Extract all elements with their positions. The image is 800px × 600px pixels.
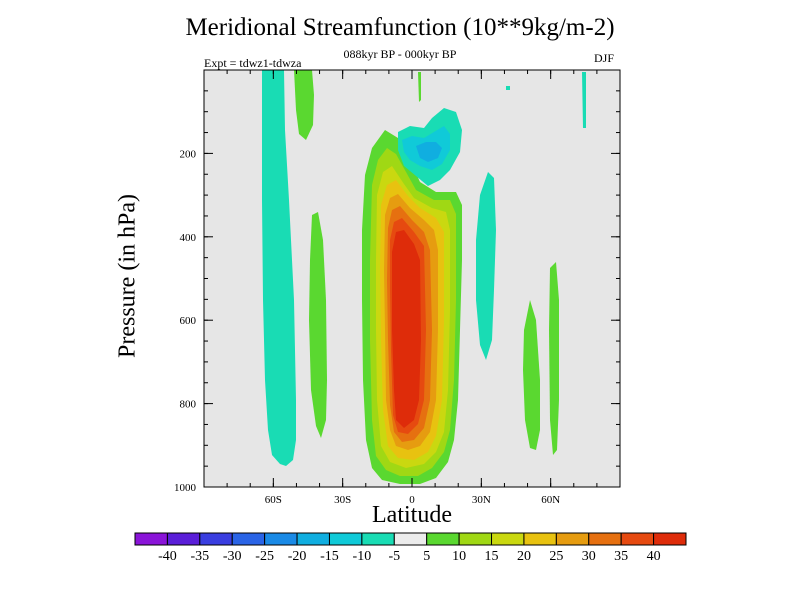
- colorbar-box: [361, 532, 395, 546]
- x-tick-label: 0: [409, 494, 415, 506]
- colorbar-box: [199, 532, 233, 546]
- contour-region-top-small-c: [506, 86, 510, 90]
- contour-region-upper-negative-core: [416, 142, 442, 162]
- colorbar-box: [296, 532, 330, 546]
- colorbar-box: [523, 532, 557, 546]
- colorbar-label: 35: [614, 549, 628, 564]
- colorbar-box: [491, 532, 525, 546]
- colorbar-boxes: [134, 532, 687, 546]
- x-tick-label: 30S: [334, 494, 351, 506]
- colorbar-label: 20: [517, 549, 531, 564]
- colorbar-label: -25: [255, 549, 274, 564]
- contour-level-40: [392, 230, 421, 428]
- contour-region-south-negative-band: [262, 70, 296, 466]
- colorbar-box: [328, 532, 363, 546]
- colorbar-label: 25: [549, 549, 563, 564]
- colorbar-box: [426, 532, 460, 546]
- colorbar-label: -40: [158, 549, 177, 564]
- colorbar-label: -5: [388, 549, 400, 564]
- contour-region-top-small-b: [582, 72, 586, 128]
- colorbar-label: -30: [223, 549, 242, 564]
- chart-subtitle: 088kyr BP - 000kyr BP: [343, 47, 457, 61]
- axis-ticks: 60S 30S 0 30N 60N 200 400 600 800 1000: [174, 70, 620, 506]
- colorbar-label: -20: [288, 549, 307, 564]
- colorbar-box: [231, 532, 266, 546]
- contour-region-north-negative-band: [476, 172, 496, 360]
- season-label: DJF: [594, 51, 615, 65]
- colorbar-label: -15: [320, 549, 339, 564]
- colorbar-label: 10: [452, 549, 466, 564]
- colorbar-box: [458, 532, 493, 546]
- colorbar-label: 40: [647, 549, 661, 564]
- colorbar-box: [393, 532, 428, 546]
- experiment-label: Expt = tdwz1-tdwza: [204, 56, 302, 70]
- y-tick-label: 600: [180, 315, 197, 327]
- contour-fields: [262, 70, 586, 484]
- x-axis-label: Latitude: [372, 502, 452, 528]
- colorbar-box: [588, 532, 622, 546]
- contour-region-south-lower-positive: [309, 212, 327, 438]
- chart-title: Meridional Streamfunction (10**9kg/m-2): [185, 14, 615, 41]
- x-tick-label: 60S: [265, 494, 282, 506]
- contour-region-north-positive-band: [523, 300, 540, 450]
- colorbar-label: -10: [353, 549, 372, 564]
- x-tick-label: 30N: [472, 494, 491, 506]
- colorbar-labels: -40 -35 -30 -25 -20 -15 -10 -5 5 10 15 20 25 30 35 40: [158, 549, 661, 564]
- contour-region-top-small-a: [418, 72, 421, 102]
- colorbar-box: [620, 532, 655, 546]
- contour-region-south-positive-strip: [294, 70, 314, 140]
- y-tick-label: 800: [180, 399, 197, 411]
- colorbar-label: 15: [485, 549, 499, 564]
- colorbar-label: -35: [190, 549, 209, 564]
- y-tick-label: 200: [180, 148, 197, 160]
- colorbar-box: [264, 532, 298, 546]
- colorbar-box: [555, 532, 590, 546]
- x-tick-label: 60N: [541, 494, 560, 506]
- colorbar-box: [134, 532, 168, 546]
- y-tick-label: 400: [180, 232, 197, 244]
- y-tick-label: 1000: [174, 482, 197, 494]
- colorbar-label: 30: [582, 549, 596, 564]
- colorbar-box: [166, 532, 201, 546]
- contour-region-north-positive-sliver: [549, 262, 559, 455]
- colorbar-box: [653, 532, 687, 546]
- colorbar-label: 5: [423, 549, 430, 564]
